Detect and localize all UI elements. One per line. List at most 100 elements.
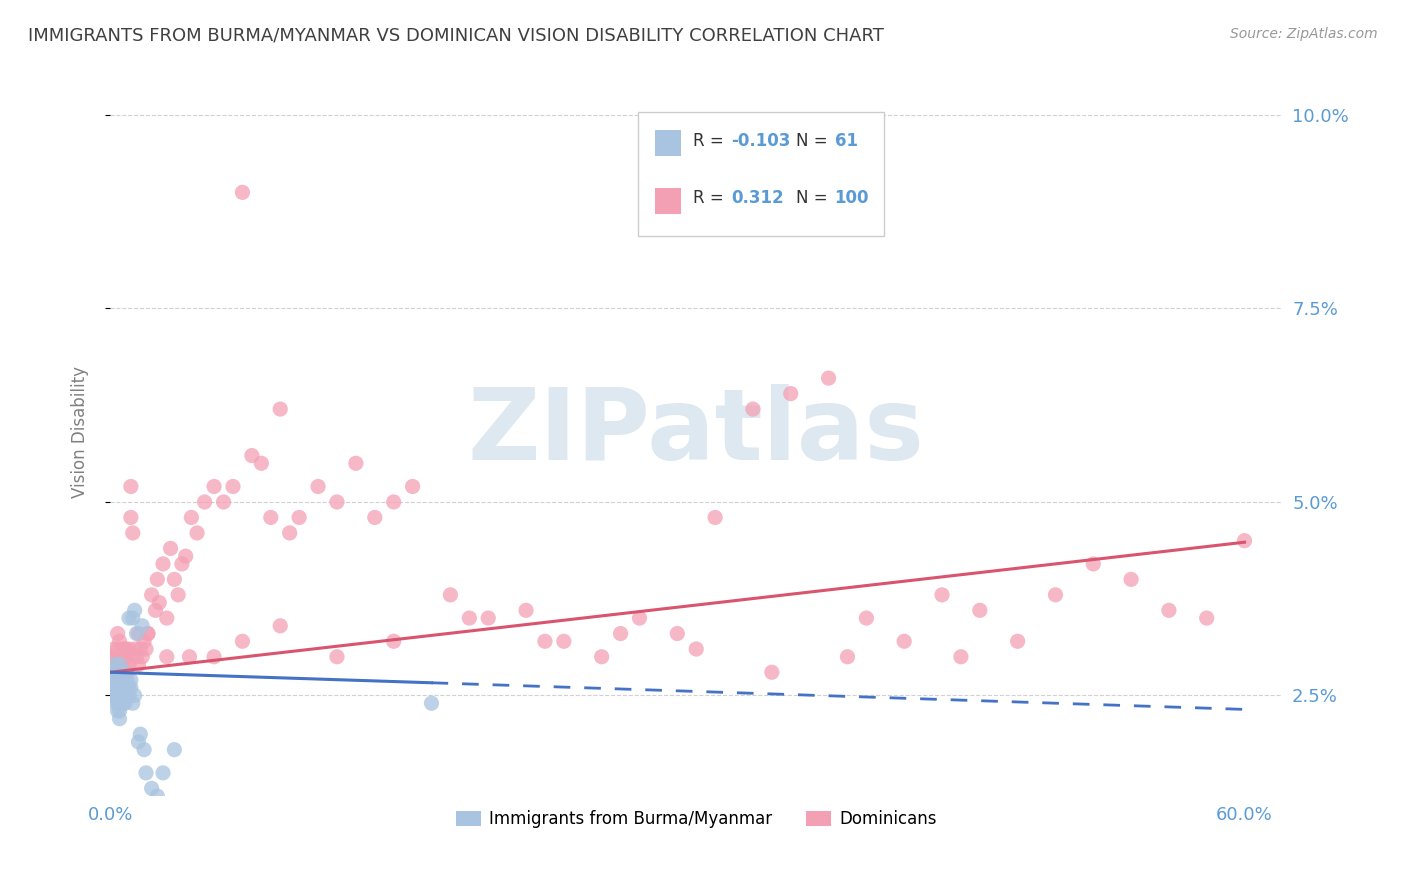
Point xyxy=(326,649,349,664)
Point xyxy=(837,649,859,664)
FancyBboxPatch shape xyxy=(637,112,884,235)
Point xyxy=(108,681,131,695)
Point xyxy=(136,626,159,640)
Point xyxy=(288,510,311,524)
Point xyxy=(855,611,877,625)
Text: R =: R = xyxy=(693,132,728,150)
Point xyxy=(382,495,405,509)
Point xyxy=(118,681,141,695)
Point xyxy=(107,626,129,640)
Legend: Immigrants from Burma/Myanmar, Dominicans: Immigrants from Burma/Myanmar, Dominican… xyxy=(450,804,943,835)
Point xyxy=(1083,557,1105,571)
Point xyxy=(112,689,135,703)
Point xyxy=(104,681,127,695)
Point xyxy=(170,557,193,571)
Point xyxy=(108,696,131,710)
Point xyxy=(114,681,136,695)
Point xyxy=(163,573,186,587)
Point xyxy=(110,689,132,703)
Point xyxy=(344,456,367,470)
Point xyxy=(609,626,631,640)
Point xyxy=(115,665,138,680)
Point xyxy=(135,765,157,780)
Point xyxy=(121,696,143,710)
Text: -0.103: -0.103 xyxy=(731,132,790,150)
Point xyxy=(107,642,129,657)
Point xyxy=(107,673,129,687)
Point xyxy=(110,649,132,664)
Point xyxy=(101,673,124,687)
Point xyxy=(108,665,131,680)
Point xyxy=(110,681,132,695)
Point xyxy=(120,510,142,524)
Point xyxy=(269,402,291,417)
Point xyxy=(156,649,179,664)
Point xyxy=(742,402,765,417)
Point xyxy=(704,510,727,524)
Point xyxy=(132,742,155,756)
Point xyxy=(1007,634,1029,648)
Point xyxy=(124,689,146,703)
Point xyxy=(107,665,129,680)
Point xyxy=(125,649,148,664)
Point xyxy=(107,681,129,695)
Point xyxy=(553,634,575,648)
Point xyxy=(136,626,159,640)
Point xyxy=(103,657,125,672)
Point xyxy=(129,727,152,741)
Point xyxy=(107,696,129,710)
Point xyxy=(127,735,149,749)
Point xyxy=(135,642,157,657)
Point xyxy=(439,588,461,602)
Point xyxy=(110,642,132,657)
Point xyxy=(118,689,141,703)
Point xyxy=(420,696,443,710)
Point xyxy=(156,611,179,625)
Point xyxy=(127,657,149,672)
Point xyxy=(108,634,131,648)
Point xyxy=(167,588,190,602)
Point xyxy=(179,649,201,664)
Point xyxy=(817,371,839,385)
Point xyxy=(1195,611,1218,625)
Point xyxy=(120,681,142,695)
Point xyxy=(110,673,132,687)
Text: IMMIGRANTS FROM BURMA/MYANMAR VS DOMINICAN VISION DISABILITY CORRELATION CHART: IMMIGRANTS FROM BURMA/MYANMAR VS DOMINIC… xyxy=(28,27,884,45)
Point xyxy=(131,649,153,664)
Point xyxy=(125,626,148,640)
Point xyxy=(112,649,135,664)
Point xyxy=(112,673,135,687)
Point xyxy=(260,510,283,524)
Point xyxy=(146,573,169,587)
Point xyxy=(180,510,202,524)
Point xyxy=(222,479,245,493)
Point xyxy=(118,657,141,672)
Point xyxy=(382,634,405,648)
Point xyxy=(114,696,136,710)
Point xyxy=(124,642,146,657)
Point xyxy=(104,696,127,710)
Point xyxy=(103,681,125,695)
Point xyxy=(186,525,208,540)
Text: N =: N = xyxy=(796,132,832,150)
Point xyxy=(107,704,129,718)
Point xyxy=(103,673,125,687)
Point xyxy=(269,619,291,633)
Point xyxy=(103,665,125,680)
Point xyxy=(250,456,273,470)
Point xyxy=(1233,533,1256,548)
Point xyxy=(108,689,131,703)
Point xyxy=(108,704,131,718)
Point xyxy=(761,665,783,680)
Point xyxy=(112,681,135,695)
Point xyxy=(114,689,136,703)
Point xyxy=(231,634,253,648)
Point xyxy=(108,649,131,664)
Point xyxy=(120,673,142,687)
Point xyxy=(1119,573,1142,587)
Point xyxy=(477,611,499,625)
Point xyxy=(118,611,141,625)
Point xyxy=(104,657,127,672)
Point xyxy=(108,657,131,672)
Point xyxy=(685,642,707,657)
